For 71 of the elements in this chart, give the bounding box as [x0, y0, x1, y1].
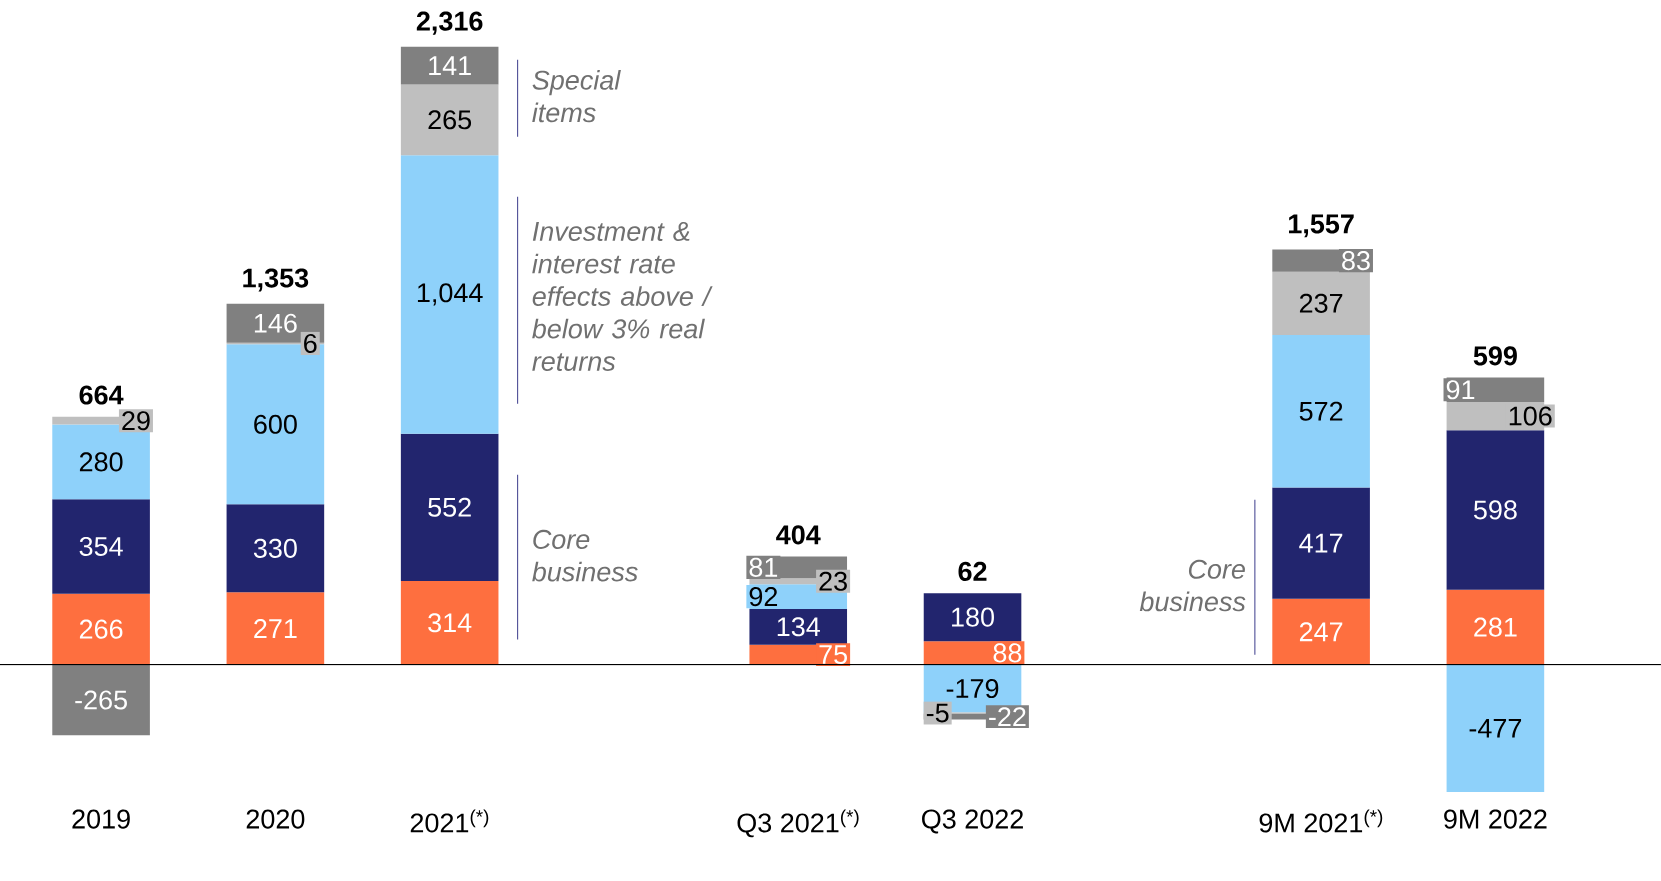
data-label: 1,044 [417, 283, 483, 306]
data-label: 247 [1299, 622, 1343, 642]
data-label: -179 [946, 678, 999, 699]
bar [52, 499, 150, 594]
x-tick-label: 2019 [72, 809, 130, 829]
data-label: 146 [254, 313, 297, 333]
annotation: Core business [1139, 559, 1246, 612]
data-label: 106 [1509, 406, 1552, 426]
x-tick-label: 2021$^{(*)}$ [410, 809, 489, 833]
total-label: 62 [958, 561, 987, 581]
bar [1272, 334, 1370, 488]
bar [1272, 271, 1370, 335]
data-label: 281 [1474, 617, 1517, 637]
data-label: 81 [749, 557, 778, 577]
bar [1446, 664, 1545, 792]
bar [226, 592, 325, 665]
data-label: 75 [819, 645, 847, 665]
x-tick-label: 9M 2021$^{(*)}$ [1259, 809, 1383, 833]
bar [1272, 598, 1370, 665]
bar [400, 46, 499, 85]
x-tick-label: Q3 2021$^{(*)}$ [737, 809, 859, 838]
bar [1272, 487, 1370, 599]
data-label: 330 [253, 538, 297, 558]
data-label: -5 [926, 703, 949, 723]
data-label: 134 [777, 617, 820, 637]
data-label: 600 [254, 414, 297, 434]
data-label: 92 [749, 587, 778, 607]
data-label: 83 [1342, 251, 1370, 271]
bar [52, 664, 150, 736]
data-label: 354 [79, 536, 123, 557]
data-label: 572 [1299, 401, 1343, 421]
data-label: 237 [1299, 293, 1343, 313]
total-label: 404 [776, 525, 821, 545]
annotation: Special items [532, 69, 621, 123]
bar [400, 433, 499, 581]
bar [923, 593, 1022, 642]
total-label: 1,353 [243, 268, 309, 292]
bar [1446, 430, 1545, 590]
data-label: 29 [122, 411, 150, 431]
data-label: 180 [952, 607, 994, 627]
bar [1446, 589, 1545, 665]
data-label: 91 [1446, 380, 1475, 400]
total-label: 599 [1473, 346, 1517, 366]
data-label: -22 [989, 707, 1026, 727]
total-label: 2,316 [416, 11, 483, 35]
total-label: 664 [79, 385, 124, 405]
data-label: 23 [819, 571, 847, 591]
bar [226, 504, 325, 593]
data-label: 280 [79, 452, 123, 472]
data-label: 271 [254, 619, 297, 638]
data-label: 6 [304, 333, 317, 354]
bar [52, 593, 150, 665]
data-label: -265 [75, 690, 127, 710]
data-label: 266 [79, 619, 123, 639]
x-tick-label: Q3 2022 [922, 809, 1023, 834]
data-label: 265 [428, 110, 472, 130]
data-label: 552 [428, 497, 471, 517]
data-label: 314 [428, 613, 472, 633]
data-label: 141 [429, 56, 471, 75]
data-label: 598 [1473, 500, 1517, 520]
bar [400, 84, 499, 156]
x-tick-label: 2020 [246, 809, 305, 829]
bar [400, 155, 499, 434]
annotation: Investment & interest rate effects above / below 3% real returns [532, 222, 713, 371]
data-label: -477 [1469, 718, 1522, 738]
data-label: 88 [993, 643, 1022, 663]
annotation: Core business [532, 529, 638, 582]
bar [400, 580, 499, 665]
data-label: 417 [1299, 533, 1343, 553]
total-label: 1,557 [1289, 214, 1354, 238]
x-tick-label: 9M 2022 [1444, 809, 1547, 829]
